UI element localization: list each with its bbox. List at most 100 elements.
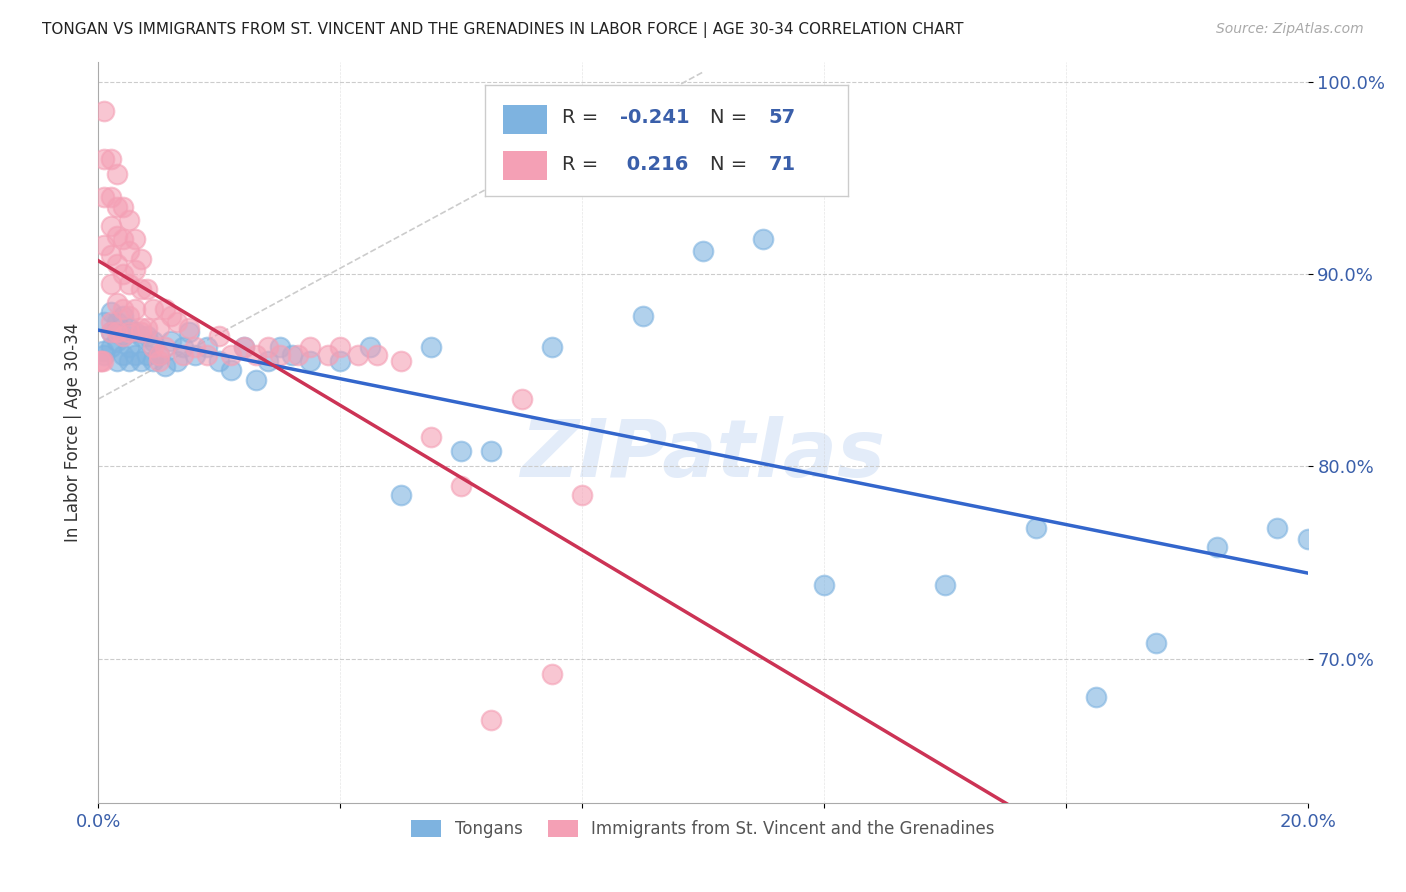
Point [129, 252, 152, 266]
Point [93, 315, 115, 329]
Point [153, 301, 176, 316]
Point [752, 232, 775, 246]
Point [100, 190, 122, 204]
Point [124, 301, 146, 316]
Point [540, 340, 562, 354]
Point [420, 340, 443, 354]
Point [105, 295, 128, 310]
Point [124, 325, 146, 339]
Point [208, 328, 231, 343]
Point [934, 578, 956, 592]
Point [184, 348, 207, 362]
Point [89, 353, 111, 368]
Point [105, 228, 128, 243]
Point [148, 353, 170, 368]
Point [135, 348, 157, 362]
Point [135, 282, 157, 296]
Point [129, 353, 152, 368]
Point [269, 348, 291, 362]
Point [142, 353, 165, 368]
Point [540, 667, 562, 681]
Point [221, 348, 243, 362]
Point [100, 277, 122, 291]
Point [135, 328, 157, 343]
Point [1267, 521, 1289, 535]
Text: TONGAN VS IMMIGRANTS FROM ST. VINCENT AND THE GRENADINES IN LABOR FORCE | AGE 30: TONGAN VS IMMIGRANTS FROM ST. VINCENT AN… [42, 22, 963, 38]
Point [111, 267, 134, 281]
Point [1024, 521, 1046, 535]
Point [366, 348, 388, 362]
Point [100, 305, 122, 319]
Point [111, 348, 134, 362]
Point [329, 353, 352, 368]
Point [129, 325, 152, 339]
Point [142, 301, 165, 316]
Point [111, 328, 134, 343]
Point [166, 315, 188, 329]
Point [148, 348, 170, 362]
Point [111, 301, 134, 316]
Point [142, 334, 165, 349]
Point [692, 244, 714, 258]
Point [118, 277, 141, 291]
Point [1206, 540, 1229, 554]
Point [111, 328, 134, 343]
Point [347, 348, 370, 362]
Text: ZIPatlas: ZIPatlas [520, 416, 886, 494]
Point [148, 321, 170, 335]
Point [118, 353, 141, 368]
Point [118, 321, 141, 335]
Point [111, 200, 134, 214]
Point [124, 348, 146, 362]
Point [269, 340, 291, 354]
Point [1296, 533, 1319, 547]
Point [105, 353, 128, 368]
Point [93, 348, 115, 362]
Point [160, 334, 183, 349]
Point [450, 443, 472, 458]
Point [93, 103, 115, 118]
Text: Source: ZipAtlas.com: Source: ZipAtlas.com [1216, 22, 1364, 37]
Point [142, 340, 165, 354]
Point [111, 232, 134, 246]
Point [510, 392, 533, 406]
Point [105, 315, 128, 329]
Point [172, 340, 194, 354]
Point [316, 348, 339, 362]
Point [1085, 690, 1108, 704]
Point [1144, 636, 1167, 650]
Point [256, 340, 278, 354]
Point [166, 353, 188, 368]
Point [135, 321, 157, 335]
Point [105, 334, 128, 349]
Point [299, 340, 322, 354]
Point [232, 340, 254, 354]
Point [93, 190, 115, 204]
Point [111, 310, 134, 324]
Point [124, 232, 146, 246]
Point [153, 359, 176, 374]
Point [90, 353, 112, 368]
Point [450, 478, 472, 492]
Point [160, 310, 183, 324]
Point [631, 310, 654, 324]
Point [129, 321, 152, 335]
Point [100, 152, 122, 166]
Point [105, 325, 128, 339]
Point [179, 325, 201, 339]
Point [91, 353, 114, 368]
Point [232, 340, 254, 354]
Point [118, 310, 141, 324]
Point [281, 348, 304, 362]
Point [360, 340, 382, 354]
Point [100, 248, 122, 262]
Point [129, 282, 152, 296]
Point [105, 167, 128, 181]
Point [184, 340, 207, 354]
Point [105, 257, 128, 271]
Legend: Tongans, Immigrants from St. Vincent and the Grenadines: Tongans, Immigrants from St. Vincent and… [404, 812, 1002, 847]
Point [221, 363, 243, 377]
Point [571, 488, 593, 502]
Point [287, 348, 309, 362]
Point [93, 152, 115, 166]
